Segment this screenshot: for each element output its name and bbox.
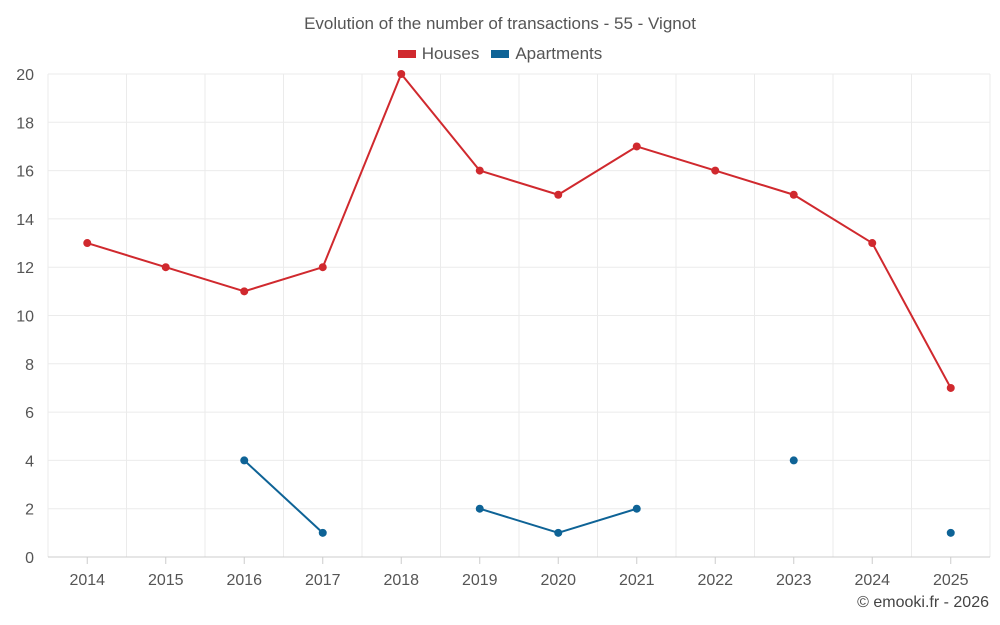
data-point-houses[interactable] [318,263,327,272]
legend-label-houses: Houses [421,44,480,63]
x-tick-label: 2016 [226,572,262,589]
y-tick-label: 12 [16,260,34,277]
x-tick-label: 2019 [462,572,498,589]
data-point-houses[interactable] [789,190,798,199]
series-houses [83,70,955,392]
axis-layer: 0 2 4 6 8 10 12 14 16 18 20 2014 2015 2016 2017 2018 201… [16,67,990,589]
series-layer [83,70,955,537]
x-tick-label: 2014 [69,572,105,589]
x-tick-label: 2024 [854,572,890,589]
legend-swatch-houses [397,50,416,58]
series-apartments [240,456,955,537]
y-tick-label: 6 [25,405,34,422]
data-point-houses[interactable] [83,239,92,248]
y-tick-label: 14 [16,212,34,229]
y-tick-label: 18 [16,115,34,132]
grid-layer [47,73,991,558]
data-point-houses[interactable] [240,287,249,296]
data-point-houses[interactable] [554,190,563,199]
y-tick-label: 16 [16,164,34,181]
chart-title: Evolution of the number of transactions … [304,14,696,33]
y-tick-label: 4 [25,453,34,470]
data-point-apartments[interactable] [632,504,641,513]
data-point-houses[interactable] [711,166,720,175]
data-point-apartments[interactable] [789,456,798,465]
data-point-houses[interactable] [868,239,877,248]
legend-label-apartments: Apartments [515,44,603,63]
data-point-apartments[interactable] [240,456,249,465]
data-point-apartments[interactable] [946,528,955,537]
x-tick-label: 2020 [540,572,576,589]
y-tick-label: 2 [25,502,34,519]
x-tick-label: 2018 [383,572,419,589]
x-tick-label: 2021 [619,572,655,589]
data-point-houses[interactable] [632,142,641,151]
data-point-apartments[interactable] [318,528,327,537]
data-point-houses[interactable] [475,166,484,175]
data-point-houses[interactable] [161,263,170,272]
credit-text: © emooki.fr - 2026 [857,594,989,611]
x-tick-label: 2023 [776,572,812,589]
x-tick-label: 2015 [148,572,184,589]
x-tick-label: 2022 [697,572,733,589]
y-tick-label: 8 [25,357,34,374]
legend-item-houses[interactable]: Houses [397,44,480,64]
data-point-houses[interactable] [946,383,955,392]
x-tick-label: 2017 [305,572,341,589]
y-tick-label: 10 [16,309,34,326]
chart-legend: Houses Apartments [0,44,1000,64]
series-line-apartments [243,459,324,534]
legend-swatch-apartments [491,50,510,58]
series-line-houses [86,73,952,389]
y-tick-label: 0 [25,550,34,567]
x-tick-label: 2025 [933,572,969,589]
data-point-houses[interactable] [397,70,406,78]
data-point-apartments[interactable] [475,504,484,513]
y-tick-label: 20 [16,67,34,84]
data-point-apartments[interactable] [554,528,563,537]
legend-item-apartments[interactable]: Apartments [491,44,602,64]
